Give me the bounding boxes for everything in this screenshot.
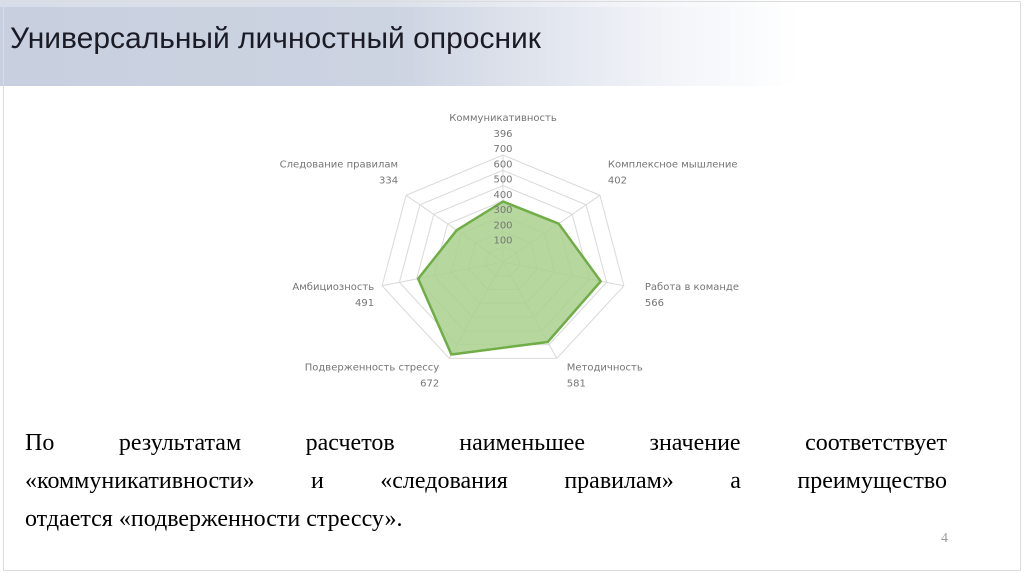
slide-header: Универсальный личностный опросник [0, 0, 1024, 86]
axis-category-label: Комплексное мышление [608, 159, 738, 170]
tick-label: 300 [493, 205, 512, 216]
axis-value-label: 672 [420, 378, 439, 389]
summary-line-2: «коммуникативности» и «следования правил… [25, 468, 947, 494]
axis-category-label: Следование правилам [280, 159, 398, 170]
radar-axis-labels: Коммуникативность 396 Комплексное мышление… [280, 113, 739, 389]
radar-grid-ring [381, 154, 625, 359]
tick-label: 400 [493, 190, 512, 201]
axis-value-label: 396 [493, 129, 512, 140]
tick-label: 600 [493, 159, 512, 170]
slide-title: Универсальный личностный опросник [10, 22, 541, 55]
summary-line-3: отдается «подверженности стрессу». [25, 506, 403, 532]
tick-label: 500 [493, 175, 512, 186]
summary-line-1: По результатам расчетов наименьшее значе… [25, 430, 947, 456]
axis-value-label: 581 [567, 378, 586, 389]
axis-value-label: 491 [355, 298, 374, 309]
radar-tick-labels: 700 600 500 400 300 200 100 [493, 144, 512, 247]
axis-value-label: 334 [379, 175, 398, 186]
axis-value-label: 566 [645, 298, 664, 309]
page-number: 4 [941, 531, 948, 546]
tick-label: 200 [493, 220, 512, 231]
axis-category-label: Работа в команде [645, 282, 739, 293]
summary-text: По результатам расчетов наименьшее значе… [25, 424, 947, 538]
axis-value-label: 402 [608, 175, 627, 186]
radar-data-polygon [416, 200, 602, 356]
tick-label: 700 [493, 144, 512, 155]
tick-label: 100 [493, 236, 512, 247]
axis-category-label: Подверженность стрессу [305, 362, 440, 373]
axis-category-label: Методичность [567, 362, 643, 373]
axis-category-label: Коммуникативность [449, 113, 557, 124]
axis-category-label: Амбициозность [292, 282, 374, 293]
